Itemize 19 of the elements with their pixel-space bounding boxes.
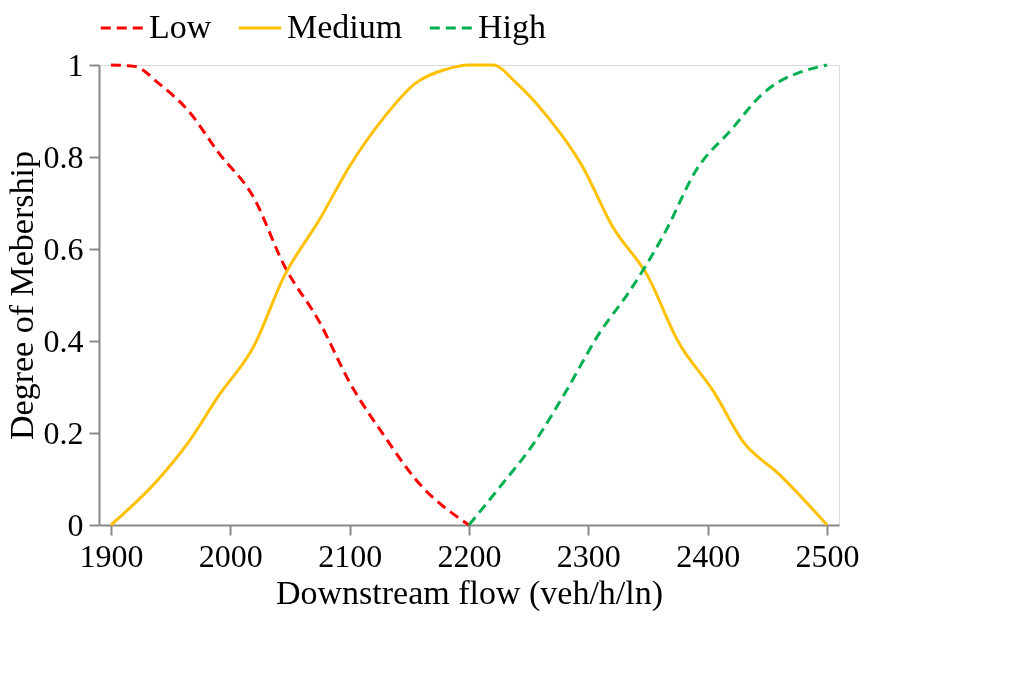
y-axis-title: Degree of Mebership	[2, 151, 40, 440]
x-tick-label: 2400	[676, 537, 741, 574]
legend-label: Low	[149, 8, 212, 45]
x-tick-label: 2200	[437, 537, 502, 574]
line-series	[109, 63, 471, 527]
x-tick-label: 2300	[556, 537, 621, 574]
line-series	[467, 63, 829, 527]
x-tick-label: 2000	[198, 537, 263, 574]
legend-label: High	[478, 8, 546, 45]
y-tick-label: 0.6	[43, 230, 84, 267]
legend-label: Medium	[287, 8, 403, 45]
line-series	[109, 63, 829, 527]
y-tick-label: 1	[67, 46, 84, 83]
x-axis-title: Downstream flow (veh/h/ln)	[275, 573, 664, 612]
x-tick-label: 2500	[795, 537, 860, 574]
y-tick-label: 0.8	[43, 138, 84, 175]
x-tick-label: 2100	[318, 537, 383, 574]
y-tick-label: 0.4	[43, 322, 84, 359]
y-tick-label: 0.2	[43, 414, 84, 451]
